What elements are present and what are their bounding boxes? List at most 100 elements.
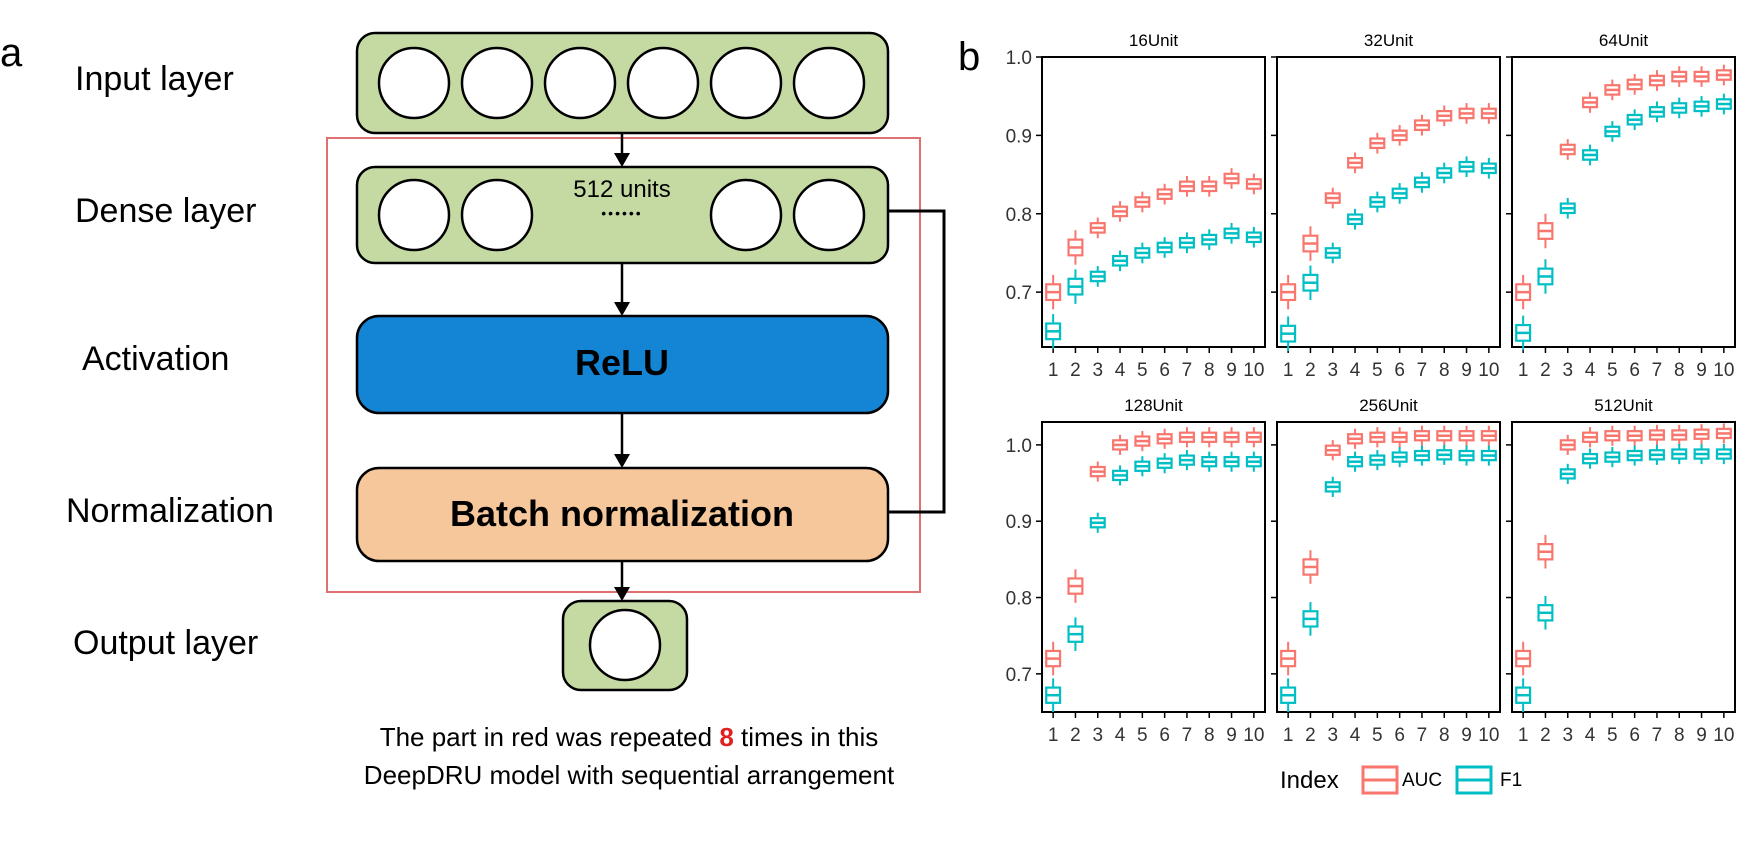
x-tick-label: 6 (1629, 725, 1640, 746)
facet-16unit: 16Unit 0.7 0.8 0.9 1.0 1 2 3 4 5 6 7 8 9 10 (1006, 31, 1266, 381)
input-layer-box (355, 31, 890, 135)
input-node (626, 46, 700, 120)
x-tick-label: 3 (1092, 360, 1103, 381)
dense-node (792, 178, 866, 252)
panel-b-letter: b (958, 35, 980, 79)
activation-label: Activation (82, 340, 229, 378)
legend: Index AUC F1 (1280, 765, 1522, 795)
legend-key-f1 (1455, 765, 1493, 795)
x-tick-label: 3 (1562, 360, 1573, 381)
facet-512unit: 512Unit 1 2 3 4 5 6 7 8 9 10 (1506, 396, 1736, 746)
relu-box: ReLU (355, 314, 890, 415)
input-node (709, 46, 783, 120)
x-tick-label: 4 (1585, 725, 1596, 746)
x-tick-label: 4 (1350, 360, 1361, 381)
y-tick-label: 1.0 (1006, 436, 1032, 457)
facet-title: 64Unit (1599, 31, 1648, 50)
dense-units-label: 512 units (573, 176, 670, 203)
x-tick-label: 7 (1182, 725, 1193, 746)
x-tick-label: 2 (1070, 360, 1081, 381)
x-tick-label: 9 (1226, 360, 1237, 381)
x-tick-label: 8 (1439, 360, 1450, 381)
x-tick-label: 2 (1540, 725, 1551, 746)
x-tick-label: 1 (1283, 725, 1294, 746)
facet-256unit: 256Unit 1 2 3 4 5 6 7 8 9 10 (1271, 396, 1501, 746)
x-tick-label: 6 (1394, 725, 1405, 746)
x-tick-label: 8 (1674, 725, 1685, 746)
x-tick-label: 5 (1137, 360, 1148, 381)
x-tick-label: 2 (1540, 360, 1551, 381)
x-tick-label: 5 (1607, 725, 1618, 746)
legend-label-f1: F1 (1500, 770, 1522, 791)
x-tick-label: 8 (1439, 725, 1450, 746)
x-tick-label: 6 (1394, 360, 1405, 381)
x-tick-label: 2 (1305, 360, 1316, 381)
x-tick-label: 4 (1585, 360, 1596, 381)
input-node (377, 46, 451, 120)
y-tick-label: 0.8 (1006, 589, 1032, 610)
caption-line-1: The part in red was repeated 8 times in … (380, 722, 879, 752)
x-tick-label: 8 (1204, 725, 1215, 746)
y-tick-label: 1.0 (1006, 48, 1032, 69)
legend-key-auc (1361, 765, 1399, 795)
y-tick-label: 0.7 (1006, 283, 1032, 304)
facet-frame (1041, 56, 1266, 348)
x-tick-label: 6 (1159, 725, 1170, 746)
x-tick-label: 3 (1327, 725, 1338, 746)
output-node (588, 608, 662, 682)
residual-connector (888, 209, 946, 514)
dense-layer-label: Dense layer (75, 192, 256, 230)
output-layer-box (561, 599, 689, 692)
output-layer-label: Output layer (73, 624, 258, 662)
x-tick-label: 8 (1674, 360, 1685, 381)
facet-frame (1276, 56, 1501, 348)
x-tick-label: 3 (1092, 725, 1103, 746)
dense-ellipsis: •••••• (601, 205, 642, 221)
x-tick-label: 6 (1629, 360, 1640, 381)
legend-label-auc: AUC (1402, 770, 1442, 791)
x-tick-label: 10 (1243, 360, 1264, 381)
y-tick-label: 0.9 (1006, 512, 1032, 533)
flow-arrows (614, 133, 630, 601)
facet-128unit: 128Unit 0.7 0.8 0.9 1.0 1 2 3 4 5 6 7 8 9 10 (1006, 396, 1266, 746)
x-tick-label: 7 (1652, 360, 1663, 381)
x-tick-label: 10 (1243, 725, 1264, 746)
x-tick-label: 7 (1652, 725, 1663, 746)
x-tick-label: 5 (1137, 725, 1148, 746)
x-tick-label: 10 (1478, 725, 1499, 746)
x-tick-label: 9 (1461, 725, 1472, 746)
facet-title: 128Unit (1124, 396, 1183, 415)
y-tick-label: 0.9 (1006, 126, 1032, 147)
x-tick-label: 9 (1226, 725, 1237, 746)
legend-title: Index (1280, 767, 1339, 794)
x-tick-label: 2 (1070, 725, 1081, 746)
x-tick-label: 7 (1417, 360, 1428, 381)
x-tick-label: 10 (1713, 360, 1734, 381)
facet-64unit: 64Unit 1 2 3 4 5 6 7 8 9 10 (1506, 31, 1736, 381)
x-tick-label: 1 (1518, 360, 1529, 381)
facet-title: 512Unit (1594, 396, 1653, 415)
normalization-label: Normalization (66, 492, 274, 530)
x-tick-label: 5 (1607, 360, 1618, 381)
x-tick-label: 8 (1204, 360, 1215, 381)
input-layer-label: Input layer (75, 60, 234, 98)
relu-label: ReLU (575, 342, 669, 383)
y-tick-label: 0.8 (1006, 205, 1032, 226)
dense-node (377, 178, 451, 252)
repeat-count: 8 (719, 722, 733, 752)
dense-node (460, 178, 534, 252)
panel-a-letter: a (0, 31, 23, 75)
x-tick-label: 4 (1115, 725, 1126, 746)
input-node (543, 46, 617, 120)
facet-title: 16Unit (1129, 31, 1178, 50)
x-tick-label: 4 (1115, 360, 1126, 381)
facet-title: 256Unit (1359, 396, 1418, 415)
x-tick-label: 10 (1478, 360, 1499, 381)
x-tick-label: 2 (1305, 725, 1316, 746)
x-tick-label: 3 (1327, 360, 1338, 381)
x-tick-label: 1 (1518, 725, 1529, 746)
x-tick-label: 10 (1713, 725, 1734, 746)
facet-frame (1511, 421, 1736, 713)
y-tick-label: 0.7 (1006, 665, 1032, 686)
